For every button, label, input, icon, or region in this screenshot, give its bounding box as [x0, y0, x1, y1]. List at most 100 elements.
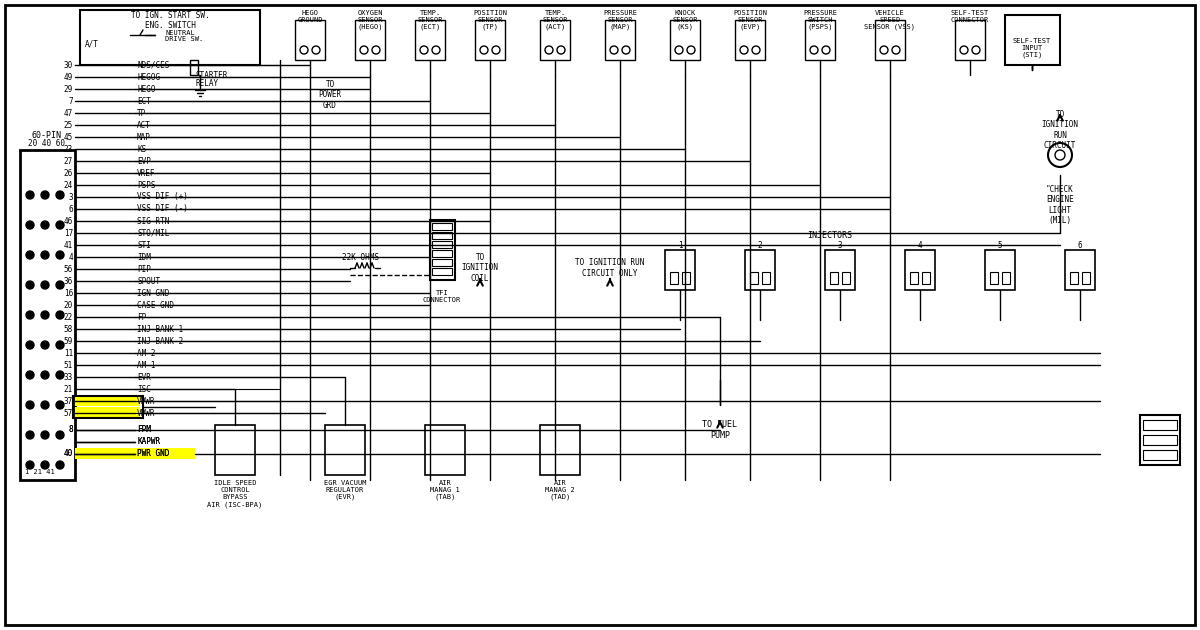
Circle shape	[26, 191, 34, 199]
Bar	[432, 250, 452, 257]
Text: A/T: A/T	[85, 40, 98, 49]
Circle shape	[26, 431, 34, 439]
Text: 6: 6	[1078, 241, 1082, 249]
Bar	[190, 60, 198, 75]
Bar	[830, 272, 838, 284]
Bar	[1142, 435, 1177, 445]
Text: 2: 2	[757, 241, 762, 249]
Text: 1 21 41: 1 21 41	[25, 469, 55, 475]
Text: 23: 23	[64, 144, 73, 154]
Text: 24: 24	[64, 181, 73, 190]
Circle shape	[56, 251, 64, 259]
Text: OXYGEN
SENSOR
(HEGO): OXYGEN SENSOR (HEGO)	[358, 10, 383, 30]
Bar	[73, 396, 143, 418]
Text: TO
POWER
GRD: TO POWER GRD	[318, 80, 342, 110]
Text: 47: 47	[64, 108, 73, 118]
Bar	[985, 250, 1015, 290]
Circle shape	[41, 221, 49, 229]
Bar	[540, 20, 570, 60]
Text: VSS DIF (-): VSS DIF (-)	[137, 205, 188, 214]
Text: SIG RTN: SIG RTN	[137, 217, 169, 226]
Text: INJ BANK 1: INJ BANK 1	[137, 324, 184, 333]
Bar	[922, 272, 930, 284]
Bar	[432, 259, 452, 266]
Text: IDLE SPEED
CONTROL
BYPASS
AIR (ISC-BPA): IDLE SPEED CONTROL BYPASS AIR (ISC-BPA)	[208, 480, 263, 508]
Bar	[1006, 15, 1060, 65]
Circle shape	[26, 371, 34, 379]
Circle shape	[56, 341, 64, 349]
Text: 37: 37	[64, 396, 73, 406]
Text: FPM: FPM	[137, 425, 151, 435]
Text: VEHICLE
SPEED
SENSOR (VSS): VEHICLE SPEED SENSOR (VSS)	[864, 10, 916, 30]
Text: NEUTRAL: NEUTRAL	[166, 30, 194, 36]
Bar	[540, 425, 580, 475]
Text: VPWR: VPWR	[137, 396, 156, 406]
Text: 21: 21	[64, 384, 73, 394]
Text: NDS/CES: NDS/CES	[137, 60, 169, 69]
Text: EVP: EVP	[137, 156, 151, 166]
Text: 4: 4	[918, 241, 923, 249]
Text: 17: 17	[64, 229, 73, 238]
Text: TO
IGNITION
RUN
CIRCUIT: TO IGNITION RUN CIRCUIT	[1042, 110, 1079, 150]
Text: 29: 29	[64, 84, 73, 93]
Bar	[475, 20, 505, 60]
Bar	[734, 20, 766, 60]
Text: CASE GND: CASE GND	[137, 301, 174, 309]
Text: KS: KS	[137, 144, 146, 154]
Text: 5: 5	[997, 241, 1002, 249]
Text: 11: 11	[64, 348, 73, 357]
Bar	[415, 20, 445, 60]
Circle shape	[56, 401, 64, 409]
Text: KNOCK
SENSOR
(KS): KNOCK SENSOR (KS)	[672, 10, 697, 30]
Text: ISC: ISC	[137, 384, 151, 394]
Bar	[325, 425, 365, 475]
Text: 33: 33	[64, 372, 73, 382]
Text: TO IGNITION RUN
CIRCUIT ONLY: TO IGNITION RUN CIRCUIT ONLY	[575, 258, 644, 278]
Text: IDM: IDM	[137, 253, 151, 261]
Bar	[905, 250, 935, 290]
Text: 49: 49	[64, 72, 73, 81]
Text: SELF-TEST
INPUT
(STI): SELF-TEST INPUT (STI)	[1013, 38, 1051, 58]
Text: TO FUEL
PUMP: TO FUEL PUMP	[702, 420, 738, 440]
Text: 22K OHMS: 22K OHMS	[342, 253, 378, 263]
Text: DRIVE SW.: DRIVE SW.	[166, 36, 203, 42]
Text: STI: STI	[137, 241, 151, 249]
Text: HEGO
GROUND: HEGO GROUND	[298, 10, 323, 23]
Text: 59: 59	[64, 336, 73, 345]
Text: 20: 20	[64, 301, 73, 309]
Bar	[1082, 272, 1090, 284]
Circle shape	[26, 221, 34, 229]
Bar	[74, 448, 194, 459]
Circle shape	[26, 251, 34, 259]
Text: EVR: EVR	[137, 372, 151, 382]
Circle shape	[56, 431, 64, 439]
Circle shape	[56, 461, 64, 469]
Bar	[955, 20, 985, 60]
Text: 36: 36	[64, 277, 73, 285]
Text: HEGO: HEGO	[137, 84, 156, 93]
Bar	[750, 272, 758, 284]
Circle shape	[41, 251, 49, 259]
Bar	[432, 232, 452, 239]
Text: HEGOG: HEGOG	[137, 72, 160, 81]
Text: PRESSURE
SWITCH
(PSPS): PRESSURE SWITCH (PSPS)	[803, 10, 838, 30]
Circle shape	[26, 401, 34, 409]
Text: ACT: ACT	[137, 120, 151, 130]
Text: FP: FP	[137, 312, 146, 321]
Text: VREF: VREF	[137, 168, 156, 178]
Circle shape	[56, 311, 64, 319]
Bar	[432, 268, 452, 275]
Bar	[1066, 250, 1096, 290]
Circle shape	[41, 191, 49, 199]
Bar	[1140, 415, 1180, 465]
Text: INJ BANK 2: INJ BANK 2	[137, 336, 184, 345]
Circle shape	[56, 371, 64, 379]
Text: STARTER: STARTER	[194, 71, 227, 81]
Bar	[80, 10, 260, 65]
Text: MAP: MAP	[137, 132, 151, 142]
Text: 45: 45	[64, 132, 73, 142]
Text: 46: 46	[64, 217, 73, 226]
Circle shape	[26, 341, 34, 349]
Bar	[875, 20, 905, 60]
Bar	[665, 250, 695, 290]
